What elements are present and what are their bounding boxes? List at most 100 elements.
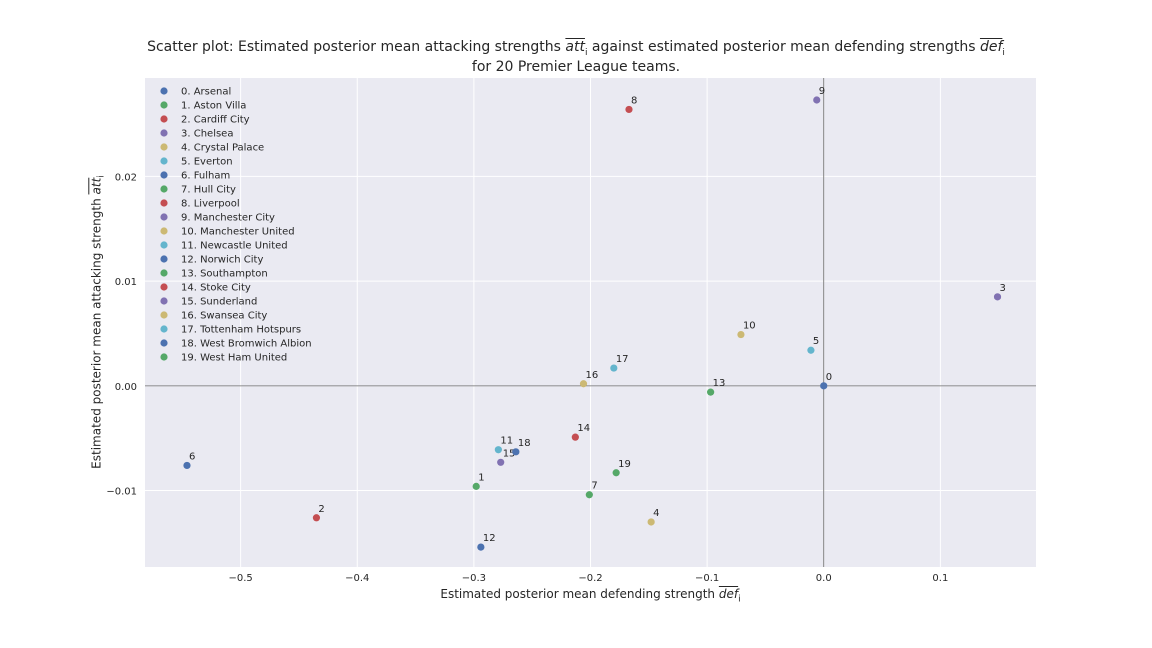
def-symbol: def [979,39,1003,55]
legend-marker [160,269,168,277]
y-axis-label-text: Estimated posterior mean attacking stren… [89,198,104,469]
point-annotation: 18 [518,438,531,449]
y-tick-label: 0.00 [115,382,137,393]
point-annotation: 12 [483,533,496,544]
data-point [647,518,655,526]
data-point [813,96,821,104]
y-axis-label: Estimated posterior mean attacking stren… [89,175,106,469]
legend-entry: 3. Chelsea [181,129,233,140]
legend-marker [160,255,168,263]
x-axis-label: Estimated posterior mean defending stren… [145,587,1036,604]
legend-marker [160,87,168,95]
legend-entry: 10. Manchester United [181,227,295,238]
point-annotation: 4 [653,508,659,519]
legend-marker [160,283,168,291]
legend-entry: 13. Southampton [181,269,268,280]
legend-marker [160,311,168,319]
x-tick-label: 0.1 [932,573,948,584]
point-annotation: 11 [500,436,513,447]
legend-entry: 1. Aston Villa [181,101,246,112]
legend-entry: 12. Norwich City [181,255,263,266]
legend-entry: 8. Liverpool [181,199,240,210]
legend-entry: 17. Tottenham Hotspurs [181,325,301,336]
legend-marker [160,185,168,193]
data-point [477,543,485,551]
point-annotation: 6 [189,451,195,462]
y-axis-att-symbol: att [89,177,104,195]
legend-entry: 6. Fulham [181,171,230,182]
data-point [707,388,715,396]
data-point [571,433,579,441]
point-annotation: 2 [318,504,324,515]
legend-entry: 19. West Ham United [181,353,287,364]
data-point [625,105,633,114]
legend-entry: 11. Newcastle United [181,241,288,252]
legend-marker [160,115,168,123]
point-annotation: 7 [591,481,597,492]
legend-marker [160,143,168,151]
legend-marker [160,213,168,221]
x-tick-label: −0.4 [345,573,369,584]
x-axis-def-symbol: def [718,587,739,601]
att-symbol: att [565,39,585,55]
legend-entry: 9. Manchester City [181,213,275,224]
legend-entry: 0. Arsenal [181,87,231,98]
point-annotation: 3 [1000,283,1006,294]
point-annotation: 10 [743,321,756,332]
chart-title-prefix: Scatter plot: Estimated posterior mean a… [147,39,561,55]
x-tick-label: −0.2 [578,573,602,584]
x-axis-ticks: −0.5 −0.4 −0.3 −0.2 −0.1 0.0 0.1 [228,573,948,584]
point-annotation: 14 [577,423,590,434]
x-axis-label-text: Estimated posterior mean defending stren… [440,587,716,601]
data-point [579,380,588,388]
legend-marker [160,241,168,249]
point-annotation: 16 [586,370,599,381]
legend-marker [160,101,168,109]
legend-entry: 2. Cardiff City [181,115,250,126]
legend: 0. Arsenal 1. Aston Villa 2. Cardiff City 3… [160,87,312,364]
chart-title-middle: against estimated posterior mean defendi… [591,39,976,55]
legend-marker [160,157,168,165]
point-annotation: 5 [813,336,819,347]
data-point [494,446,502,454]
x-tick-label: −0.1 [695,573,719,584]
legend-marker [160,297,168,305]
legend-marker [160,325,168,333]
legend-marker [160,171,168,179]
legend-entry: 18. West Bromwich Albion [181,339,312,350]
reference-lines [145,78,1036,567]
point-annotation: 1 [478,472,484,483]
y-tick-label: 0.01 [115,277,137,288]
y-axis-subscript: i [96,175,107,178]
x-tick-label: −0.3 [462,573,486,584]
data-point [312,514,321,522]
data-point [585,491,593,499]
legend-marker [160,199,168,207]
x-tick-label: 0.0 [816,573,832,584]
x-axis-subscript: i [738,594,741,605]
legend-entry: 4. Crystal Palace [181,143,264,154]
point-annotation: 0 [826,372,832,383]
point-annotation: 19 [618,459,631,470]
data-point [512,448,520,456]
chart-title-line-1: Scatter plot: Estimated posterior mean a… [0,39,1152,58]
data-point [993,293,1002,301]
legend-marker [160,227,168,235]
data-point [737,330,745,339]
data-point [497,458,505,466]
data-point [610,364,618,372]
att-subscript: i [584,47,588,58]
x-tick-label: −0.5 [228,573,252,584]
legend-entry: 16. Swansea City [181,311,267,322]
y-tick-label: 0.02 [115,172,137,183]
legend-marker [160,339,168,347]
legend-marker [160,353,168,361]
def-subscript: i [1002,47,1005,58]
legend-entry: 15. Sunderland [181,297,257,308]
chart-title-line-2: for 20 Premier League teams. [471,59,681,75]
point-annotation: 13 [713,378,726,389]
data-point [807,346,815,354]
data-point [472,482,480,490]
